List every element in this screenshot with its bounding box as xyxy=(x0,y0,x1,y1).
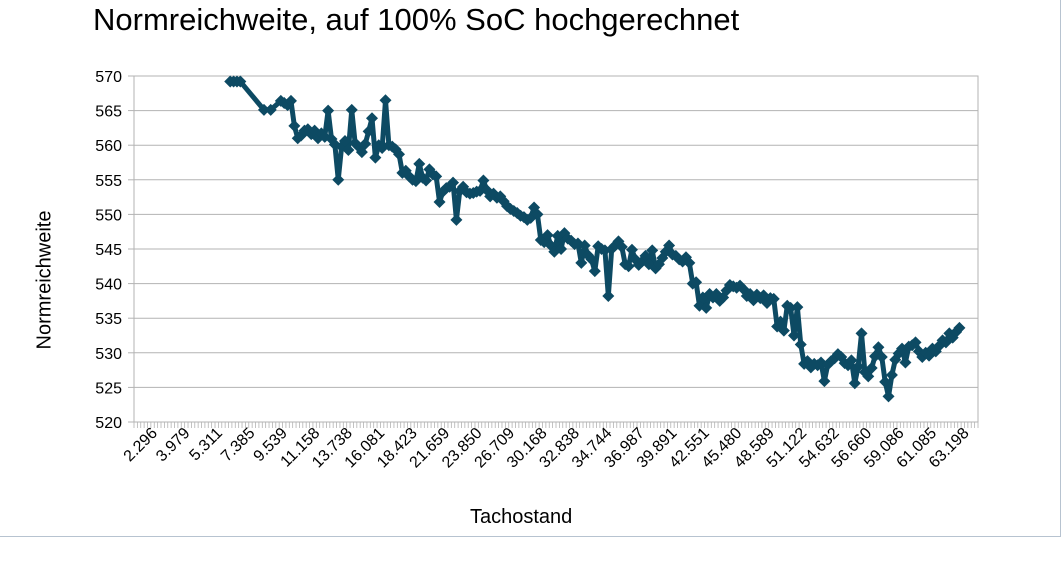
y-tick-label: 555 xyxy=(95,173,122,190)
data-point xyxy=(622,260,635,273)
data-point xyxy=(602,290,615,303)
y-tick-label: 550 xyxy=(95,207,122,224)
data-point xyxy=(450,213,463,226)
chart-frame xyxy=(0,0,1061,537)
data-point xyxy=(477,174,490,187)
data-point xyxy=(430,170,443,183)
data-point xyxy=(264,103,277,116)
data-point xyxy=(639,249,652,262)
data-point xyxy=(953,321,966,334)
y-tick-label: 565 xyxy=(95,104,122,121)
data-point xyxy=(288,119,301,132)
data-point xyxy=(774,315,787,328)
data-point xyxy=(322,104,335,117)
data-point xyxy=(818,375,831,388)
data-point xyxy=(848,377,861,390)
x-axis-label: Tachostand xyxy=(470,506,573,528)
data-point xyxy=(578,239,591,252)
data-point xyxy=(885,368,898,381)
x-tick-label: 5.311 xyxy=(186,425,226,465)
data-point xyxy=(541,229,554,242)
data-point xyxy=(420,174,433,187)
y-tick-label: 560 xyxy=(95,138,122,155)
data-point xyxy=(585,253,598,266)
data-point xyxy=(899,356,912,369)
data-point xyxy=(575,256,588,269)
data-point xyxy=(531,208,544,221)
data-point xyxy=(852,360,865,373)
y-tick-label: 525 xyxy=(95,380,122,397)
data-point xyxy=(257,103,270,116)
data-point xyxy=(909,336,922,349)
data-point xyxy=(784,301,797,314)
data-point xyxy=(791,301,804,314)
data-point xyxy=(359,137,372,150)
data-point xyxy=(284,94,297,107)
data-point xyxy=(690,276,703,289)
y-tick-label: 545 xyxy=(95,242,122,259)
data-point xyxy=(845,354,858,367)
x-tick-label: 2.296 xyxy=(121,425,161,465)
data-point xyxy=(345,103,358,116)
data-point xyxy=(865,362,878,375)
y-tick-label: 540 xyxy=(95,277,122,294)
data-point xyxy=(872,341,885,354)
data-point xyxy=(474,184,487,197)
x-tick-label: 7.385 xyxy=(218,425,258,465)
data-point xyxy=(555,243,568,255)
data-point xyxy=(663,239,676,252)
data-point xyxy=(379,94,392,107)
data-point xyxy=(669,249,682,262)
data-point xyxy=(869,350,882,363)
data-point xyxy=(234,75,247,88)
data-point xyxy=(366,112,379,125)
data-point xyxy=(683,256,696,269)
series-path xyxy=(227,79,962,399)
data-point xyxy=(882,390,895,403)
data-point xyxy=(339,135,351,148)
data-point xyxy=(767,292,780,305)
data-point xyxy=(788,329,801,342)
data-point xyxy=(794,338,807,351)
series-line xyxy=(227,79,962,399)
data-point xyxy=(393,148,406,161)
x-tick-marks xyxy=(133,422,979,428)
data-point xyxy=(615,240,628,253)
chart-title: Normreichweite, auf 100% SoC hochgerechn… xyxy=(93,2,740,37)
data-point xyxy=(447,176,460,189)
axes: 520 525 530 535 540 545 550 555 560 565 570 2.2963.… xyxy=(95,69,979,471)
data-markers xyxy=(224,75,966,403)
data-point xyxy=(646,244,659,257)
y-tick-label: 535 xyxy=(95,311,122,328)
data-point xyxy=(625,243,638,256)
data-point xyxy=(433,195,446,208)
data-point xyxy=(700,301,713,314)
data-point xyxy=(588,265,601,278)
data-point xyxy=(879,375,892,388)
data-point xyxy=(875,350,888,363)
data-point xyxy=(332,173,345,186)
data-point xyxy=(413,157,426,170)
y-tick-label: 520 xyxy=(95,415,122,432)
data-point xyxy=(777,324,790,337)
y-tick-label: 570 xyxy=(95,69,122,86)
x-tick-label: 3.979 xyxy=(153,425,193,465)
data-point xyxy=(342,144,355,157)
data-point xyxy=(855,327,868,340)
data-point xyxy=(369,151,382,164)
y-tick-label: 530 xyxy=(95,346,122,363)
data-point xyxy=(362,125,375,138)
